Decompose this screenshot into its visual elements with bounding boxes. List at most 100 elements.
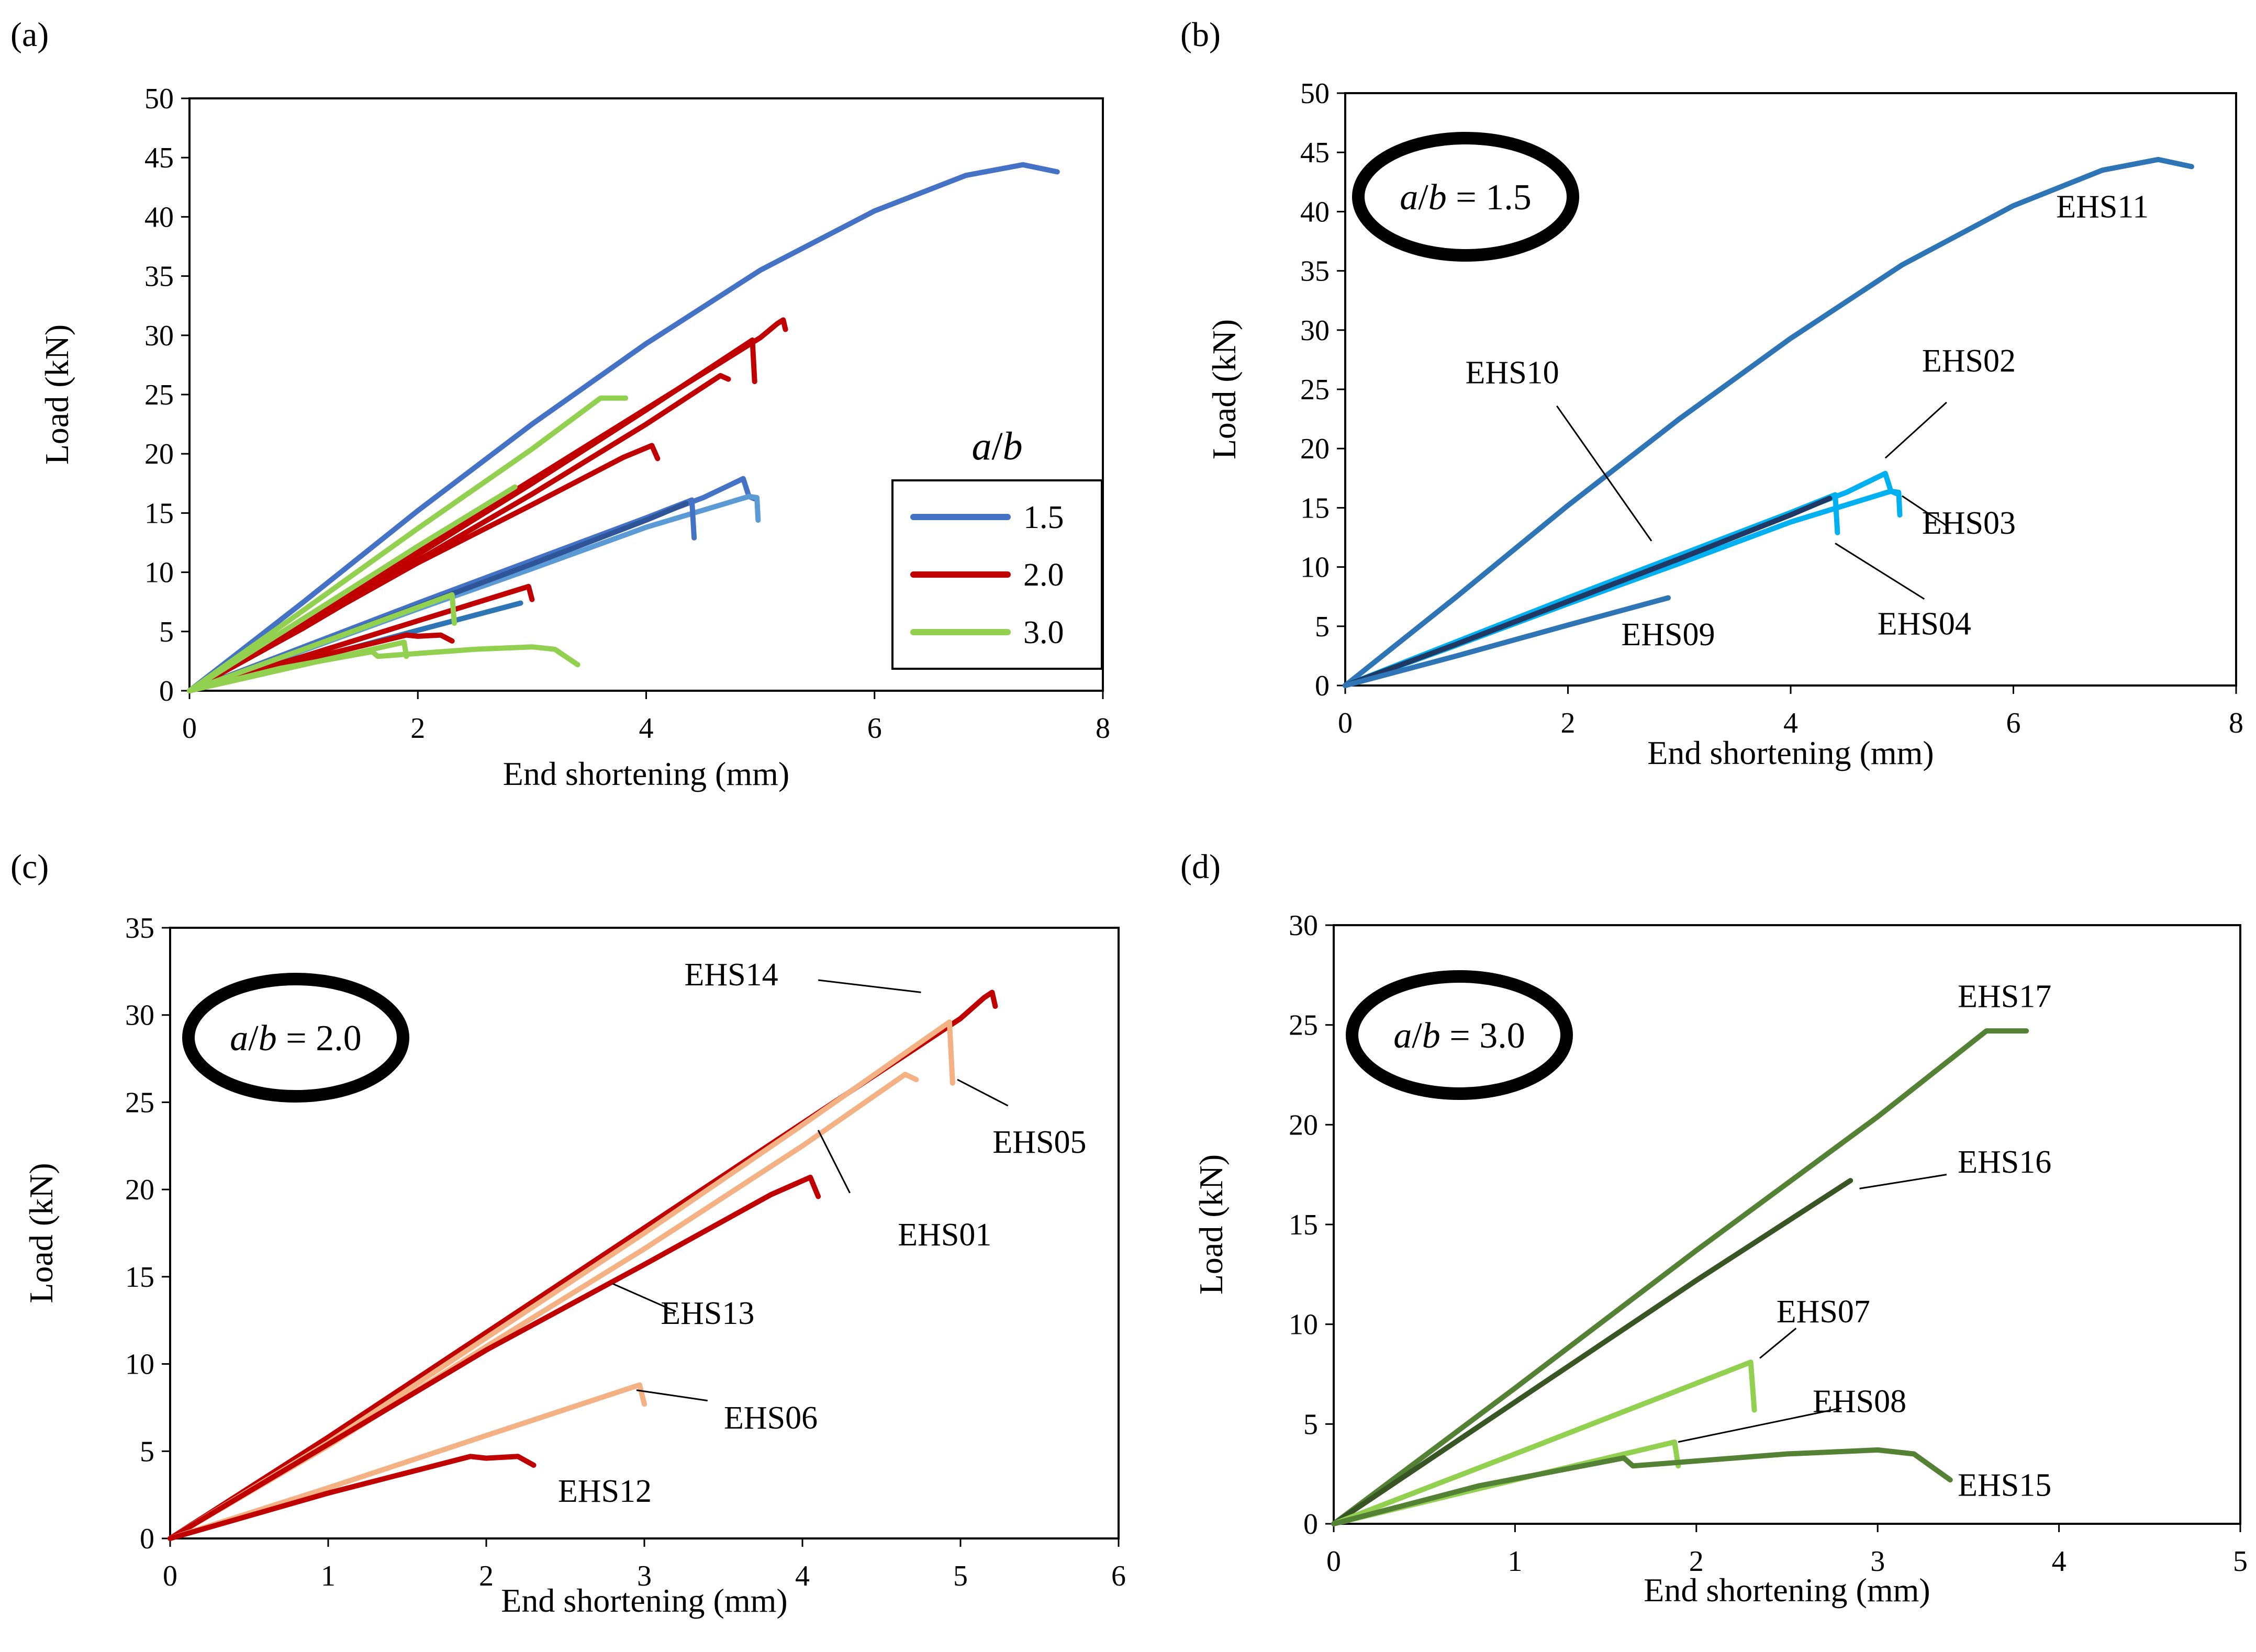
y-tick-label: 20 (125, 1174, 154, 1206)
legend-title-b: b (1003, 424, 1023, 468)
series-ehs12 (167, 1454, 537, 1541)
y-tick-label: 45 (144, 142, 174, 174)
annotation-ehs02: EHS02 (1922, 343, 2016, 379)
x-tick-label: 1 (1507, 1545, 1522, 1578)
panel-b: (b) 0 5 10 15 20 25 30 35 40 45 50 0 2 4 6 8 End shorteni… (1180, 16, 2243, 771)
x-tick-label: 6 (2006, 707, 2021, 739)
y-tick-label: 15 (125, 1261, 154, 1294)
annotation-leader (1859, 1174, 1947, 1189)
x-tick-label: 8 (2229, 707, 2243, 739)
y-tick-label: 30 (1300, 314, 1330, 347)
x-tick-label: 4 (639, 712, 654, 745)
legend-title-sep: / (991, 424, 1003, 468)
series-ehs17 (1331, 1028, 2029, 1526)
annotation-leader (1884, 401, 1947, 459)
y-tick-label: 15 (1289, 1209, 1318, 1241)
panel-d: (d) 0 5 10 15 20 25 30 0 1 2 3 4 5 End shortening (mm)… (1180, 848, 2248, 1609)
y-axis-label: Load (kN) (38, 324, 75, 465)
annotation-leader (1678, 1407, 1842, 1443)
annotation-ehs03: EHS03 (1922, 505, 2016, 541)
y-tick-label: 0 (1315, 670, 1330, 702)
y-tick-label: 30 (144, 320, 174, 352)
panel-c: (c) 0 5 10 15 20 25 30 35 0 1 2 3 4 5 6 End shortening (… (10, 848, 1126, 1619)
series-ehs17 (187, 395, 629, 693)
annotation-ehs11: EHS11 (2056, 189, 2149, 225)
y-tick-label: 10 (1300, 552, 1330, 584)
x-tick-label: 2 (479, 1560, 494, 1592)
legend-label: 2.0 (1023, 557, 1064, 593)
legend-label: 3.0 (1023, 615, 1064, 650)
x-tick-label: 0 (182, 712, 197, 745)
ratio-badge-ellipse (1352, 132, 1579, 262)
x-tick-label: 3 (637, 1560, 652, 1592)
y-tick-label: 35 (1300, 255, 1330, 288)
annotation-ehs04: EHS04 (1878, 606, 1971, 642)
annotation-ehs05: EHS05 (992, 1125, 1086, 1160)
series-ehs07 (187, 592, 457, 693)
ratio-sep: / (248, 1018, 259, 1059)
series-ehs13 (187, 443, 661, 693)
annotation-ehs15: EHS15 (1958, 1468, 2051, 1503)
ratio-value: = 2.0 (277, 1018, 362, 1059)
panel-label: (b) (1180, 16, 1221, 54)
series-ehs09 (1343, 595, 1671, 688)
y-tick-label: 5 (140, 1435, 154, 1468)
y-tick-label: 5 (1315, 611, 1330, 643)
ratio-value: = 3.0 (1440, 1016, 1525, 1056)
annotation-ehs06: EHS06 (724, 1400, 818, 1436)
x-tick-label: 2 (1561, 707, 1576, 739)
x-tick-label: 4 (2052, 1545, 2067, 1578)
x-tick-label: 0 (1338, 707, 1353, 739)
y-tick-label: 15 (144, 497, 174, 530)
y-tick-label: 5 (1303, 1408, 1318, 1441)
x-tick-label: 3 (1870, 1545, 1885, 1578)
x-tick-label: 5 (2233, 1545, 2248, 1578)
y-tick-label: 20 (1300, 433, 1330, 465)
x-axis-label: End shortening (mm) (1644, 1571, 1930, 1609)
annotation-ehs16: EHS16 (1958, 1144, 2051, 1180)
ratio-a: a (1400, 177, 1418, 218)
x-tick-label: 0 (1326, 1545, 1341, 1578)
y-axis-label: Load (kN) (23, 1163, 60, 1303)
y-axis-label: Load (kN) (1205, 319, 1243, 459)
y-tick-label: 50 (144, 83, 174, 115)
y-tick-label: 25 (125, 1086, 154, 1119)
annotation-leader (817, 1130, 851, 1194)
ratio-b: b (1428, 177, 1447, 218)
y-tick-label: 5 (159, 616, 174, 648)
panel-label: (d) (1180, 848, 1221, 886)
y-tick-label: 30 (1289, 909, 1318, 942)
y-tick-label: 25 (1289, 1009, 1318, 1042)
x-tick-label: 0 (163, 1560, 177, 1592)
y-tick-label: 50 (1300, 77, 1330, 110)
y-tick-label: 30 (125, 999, 154, 1032)
x-tick-label: 4 (795, 1560, 810, 1592)
panel-label: (c) (10, 848, 49, 886)
y-tick-label: 40 (144, 201, 174, 233)
series-ehs16 (187, 484, 518, 693)
ratio-badge-text: a/b = 2.0 (230, 1018, 361, 1059)
y-tick-label: 25 (1300, 374, 1330, 406)
ratio-badge-ellipse (182, 973, 409, 1103)
y-tick-label: 10 (1289, 1309, 1318, 1341)
annotation-leader (1556, 405, 1652, 542)
x-axis-label: End shortening (mm) (501, 1582, 787, 1619)
legend-title: a/b (971, 424, 1022, 468)
annotation-ehs13: EHS13 (661, 1296, 754, 1331)
annotation-leader (1835, 543, 1925, 600)
x-tick-label: 4 (1783, 707, 1798, 739)
x-tick-label: 1 (321, 1560, 336, 1592)
y-tick-label: 15 (1300, 492, 1330, 524)
annotation-ehs07: EHS07 (1777, 1294, 1870, 1330)
x-tick-label: 5 (953, 1560, 968, 1592)
annotation-ehs17: EHS17 (1958, 979, 2051, 1014)
ratio-b: b (1422, 1016, 1440, 1056)
panel-label: (a) (10, 16, 49, 54)
ratio-badge-ellipse (1346, 970, 1573, 1100)
y-tick-label: 45 (1300, 137, 1330, 169)
y-tick-label: 10 (144, 557, 174, 589)
ratio-badge-text: a/b = 3.0 (1393, 1016, 1525, 1056)
y-tick-label: 0 (1303, 1508, 1318, 1541)
annotation-ehs10: EHS10 (1466, 355, 1559, 391)
